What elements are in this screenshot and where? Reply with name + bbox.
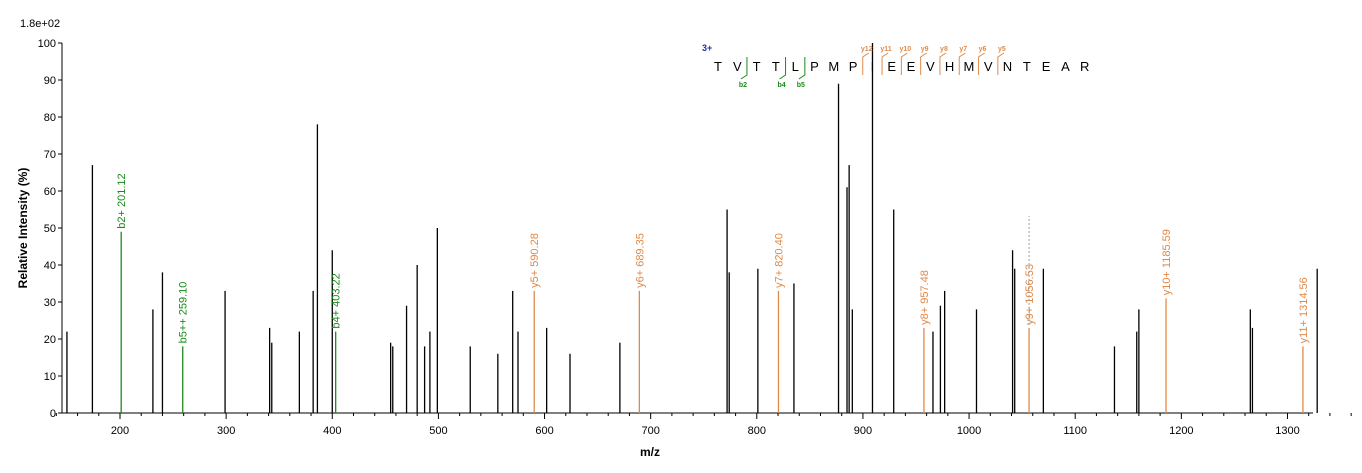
sequence-residue: E — [1042, 59, 1051, 74]
sequence-residue: P — [810, 59, 819, 74]
sequence-residue: R — [1080, 59, 1089, 74]
y-ion-marker — [958, 52, 966, 75]
sequence-residue: M — [963, 59, 974, 74]
y-ion-marker — [939, 52, 947, 75]
sequence-residue: E — [907, 59, 916, 74]
ion-peak-label: y7+ 820.40 — [773, 233, 785, 288]
y-ion-label: y6 — [979, 46, 987, 53]
y-tick-label: 50 — [44, 223, 56, 235]
ion-peak-label: b2+ 201.12 — [116, 173, 128, 228]
b-ion-label: b5 — [797, 82, 805, 89]
ion-peak-label: b4+ 403.22 — [331, 273, 343, 328]
y-ion-marker — [997, 52, 1005, 75]
sequence-residue: V — [733, 59, 742, 74]
y-ion-label: y10 — [900, 46, 912, 53]
y-ion-marker — [862, 52, 870, 75]
x-tick-label: 300 — [217, 425, 235, 437]
y-ion-label: y5 — [998, 46, 1006, 53]
y-tick-label: 10 — [44, 371, 56, 383]
x-tick-label: 800 — [748, 425, 766, 437]
x-tick-label: 1000 — [957, 425, 981, 437]
sequence-residue: V — [926, 59, 935, 74]
y-ion-label: y9 — [921, 46, 929, 53]
b-ion-label: b2 — [739, 82, 747, 89]
ion-peak-label: y5+ 590.28 — [529, 233, 541, 288]
ion-peak-label: b5++ 259.10 — [178, 282, 190, 344]
y-ion-marker — [900, 52, 908, 75]
sequence-residue: T — [772, 59, 780, 74]
sequence-residue: L — [792, 59, 799, 74]
sequence-residue: T — [753, 59, 761, 74]
sequence-residue: P — [849, 59, 858, 74]
x-tick-label: 1300 — [1275, 425, 1299, 437]
y-tick-label: 70 — [44, 149, 56, 161]
y-tick-label: 80 — [44, 112, 56, 124]
y-tick-label: 30 — [44, 297, 56, 309]
b-ion-marker — [779, 57, 787, 80]
intensity-scale-label: 1.8e+02 — [20, 18, 60, 30]
sequence-residue: A — [1061, 59, 1070, 74]
sequence-residue: T — [1023, 59, 1031, 74]
x-tick-label: 400 — [323, 425, 341, 437]
sequence-residue: H — [945, 59, 954, 74]
sequence-residue: I — [871, 59, 875, 74]
x-tick-label: 600 — [535, 425, 553, 437]
peaks: b2+ 201.12 b5++ 259.10 b4+ 403.22 y5+ 590.2… — [66, 43, 1318, 413]
ion-peak-label: y6+ 689.35 — [634, 233, 646, 288]
y-ion-marker — [978, 52, 985, 75]
y-ion-label: y8 — [940, 46, 948, 53]
y-tick-label: 90 — [44, 75, 56, 87]
ion-peak-label: y10+ 1185.59 — [1161, 229, 1173, 295]
charge-state: 3+ — [702, 43, 712, 53]
x-tick-label: 1200 — [1169, 425, 1193, 437]
y-tick-label: 0 — [50, 408, 56, 420]
y-tick-label: 20 — [44, 334, 56, 346]
sequence-residue: T — [714, 59, 722, 74]
y-ion-label: y7 — [959, 46, 967, 53]
x-tick-label: 500 — [429, 425, 447, 437]
b-ion-marker — [740, 57, 748, 80]
b-ion-marker — [798, 57, 806, 80]
x-tick-label: 900 — [854, 425, 872, 437]
sequence-residue: E — [887, 59, 896, 74]
sequence-residue: N — [1003, 59, 1012, 74]
y-ion-label: y12 — [861, 46, 873, 53]
sequence-residue: M — [828, 59, 839, 74]
sequence-residue: V — [984, 59, 993, 74]
axes: 0 10 20 30 40 50 60 70 80 90 100 200 300 400 500 600 700… — [38, 38, 1352, 437]
y-ion-marker — [920, 52, 927, 75]
y-tick-label: 60 — [44, 186, 56, 198]
x-tick-label: 200 — [111, 425, 129, 437]
x-axis-title: m/z — [640, 445, 660, 459]
x-tick-label: 700 — [641, 425, 659, 437]
y-ion-label: y11 — [880, 46, 891, 53]
y-tick-label: 40 — [44, 260, 56, 272]
x-tick-label: 1100 — [1063, 425, 1087, 437]
ion-peak-label: y8+ 957.48 — [919, 270, 931, 325]
ion-peak-label: y11+ 1314.56 — [1298, 277, 1310, 343]
ion-peak-label: y9+ 1056.53 — [1024, 264, 1036, 325]
y-ion-marker — [881, 52, 889, 75]
y-axis-title: Relative Intensity (%) — [16, 168, 30, 289]
b-ion-label: b4 — [777, 82, 785, 89]
y-tick-label: 100 — [38, 38, 56, 50]
